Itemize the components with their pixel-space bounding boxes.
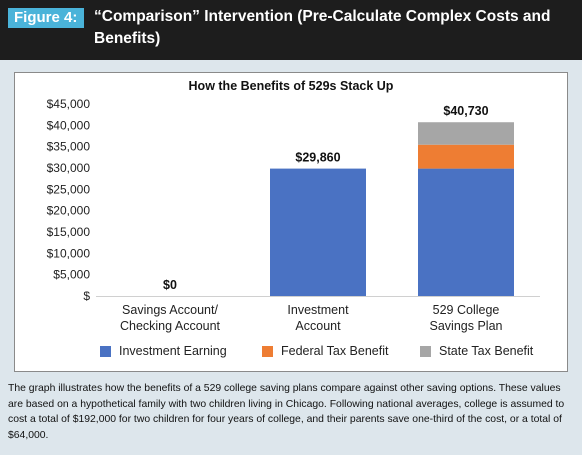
legend-label-investment-earning: Investment Earning bbox=[119, 344, 227, 358]
x-category-label: Savings Account/ bbox=[122, 303, 218, 317]
x-category-label: Investment bbox=[287, 303, 349, 317]
bar-segment-state-tax-benefit bbox=[418, 122, 514, 145]
y-tick-label: $5,000 bbox=[53, 268, 90, 282]
y-tick-label: $15,000 bbox=[47, 225, 91, 239]
bar-total-label: $40,730 bbox=[443, 104, 488, 118]
legend-item-state-tax-benefit: State Tax Benefit bbox=[420, 344, 533, 358]
chart-title: How the Benefits of 529s Stack Up bbox=[188, 79, 394, 93]
figure-title: “Comparison” Intervention (Pre-Calculate… bbox=[94, 8, 551, 47]
chart-legend: Investment Earning Federal Tax Benefit S… bbox=[0, 344, 582, 366]
bar-total-label: $0 bbox=[163, 278, 177, 292]
legend-swatch-state-tax-benefit bbox=[420, 345, 431, 357]
bar-segment-federal-tax-benefit bbox=[418, 144, 514, 169]
y-tick-label: $25,000 bbox=[47, 182, 91, 196]
y-tick-label: $20,000 bbox=[47, 204, 91, 218]
y-tick-label: $10,000 bbox=[47, 246, 91, 260]
figure-header: Figure 4: “Comparison” Intervention (Pre… bbox=[0, 0, 582, 60]
legend-swatch-federal-tax-benefit bbox=[262, 345, 273, 357]
legend-label-state-tax-benefit: State Tax Benefit bbox=[439, 344, 534, 358]
y-tick-label: $40,000 bbox=[47, 118, 91, 132]
figure-caption: The graph illustrates how the benefits o… bbox=[8, 383, 565, 441]
legend-item-federal-tax-benefit: Federal Tax Benefit bbox=[262, 344, 388, 358]
bar-total-label: $29,860 bbox=[295, 151, 340, 165]
bar-segment-investment-earning bbox=[270, 168, 366, 296]
y-tick-label: $ bbox=[83, 289, 90, 303]
bar-segment-investment-earning bbox=[418, 168, 514, 296]
legend-label-federal-tax-benefit: Federal Tax Benefit bbox=[281, 344, 389, 358]
x-category-label: 529 College bbox=[433, 303, 500, 317]
x-category-label: Savings Plan bbox=[430, 319, 503, 333]
x-category-label: Account bbox=[295, 319, 341, 333]
y-tick-label: $45,000 bbox=[47, 97, 91, 111]
figure-label: Figure 4: bbox=[8, 8, 84, 28]
legend-item-investment-earning: Investment Earning bbox=[100, 344, 227, 358]
y-tick-label: $35,000 bbox=[47, 140, 91, 154]
y-tick-label: $30,000 bbox=[47, 161, 91, 175]
legend-swatch-investment-earning bbox=[100, 345, 111, 357]
x-category-label: Checking Account bbox=[120, 319, 221, 333]
